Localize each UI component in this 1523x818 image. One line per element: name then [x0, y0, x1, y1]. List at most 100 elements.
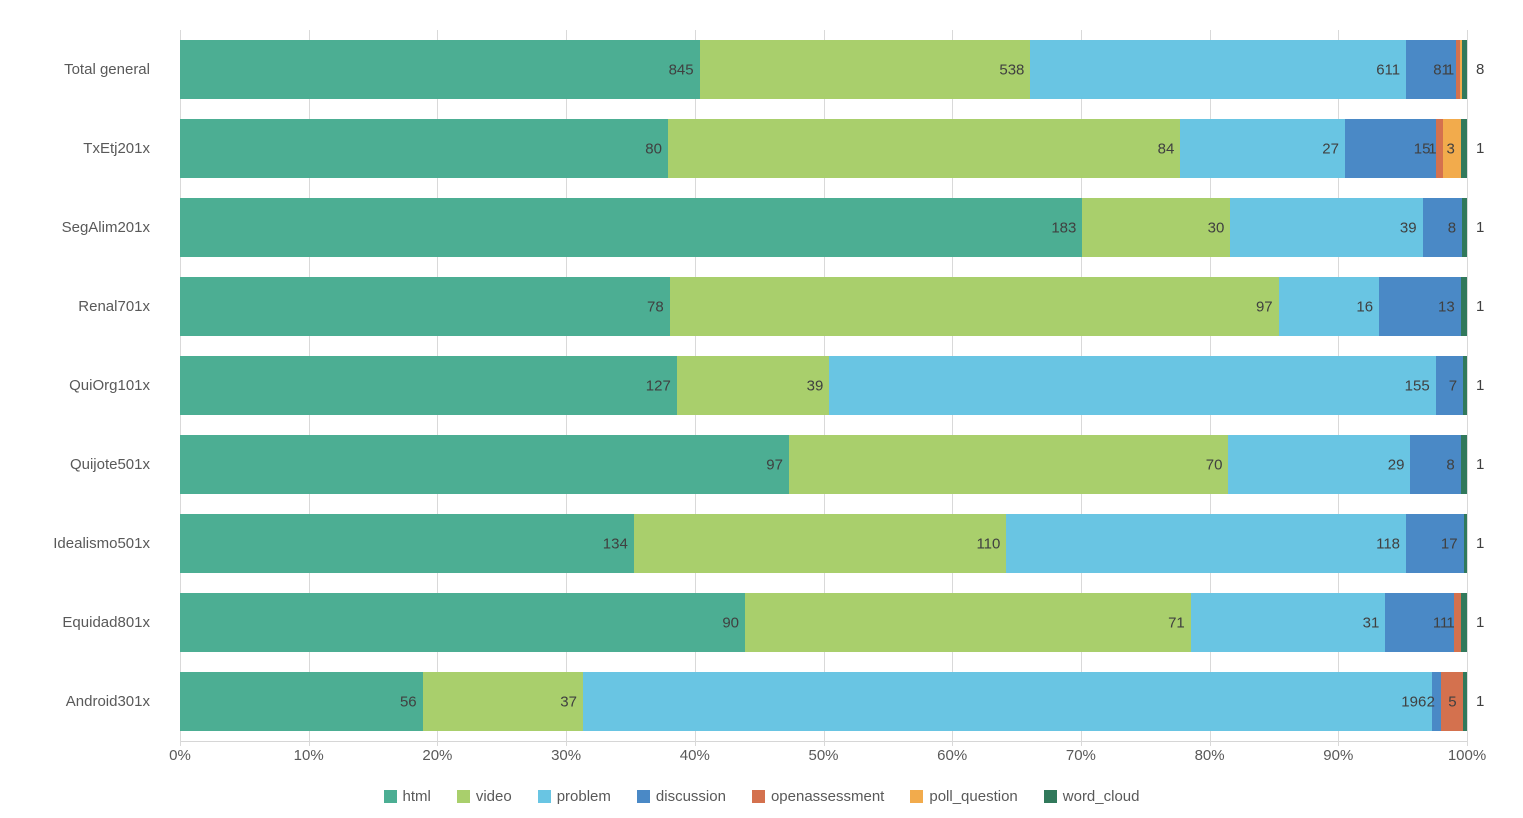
- legend-item-poll_question: poll_question: [910, 788, 1018, 805]
- bar-segment-discussion: 81: [1406, 40, 1456, 99]
- category-label: SegAlim201x: [61, 219, 150, 236]
- x-tick-label: 40%: [679, 747, 710, 764]
- bar-segment-word_cloud: [1462, 672, 1467, 731]
- bar-track: 90 71 31 11 1: [180, 593, 1467, 652]
- bar-segment-discussion: 17: [1406, 514, 1464, 573]
- x-axis: 0% 10% 20% 30% 40% 50% 60% 70% 80% 90% 100%: [169, 747, 1486, 767]
- category-label: Renal701x: [78, 298, 150, 315]
- bar-segment-html: 134: [180, 514, 634, 573]
- bar-segment-html: 78: [180, 277, 670, 336]
- legend-label: poll_question: [929, 788, 1018, 805]
- outside-value-label: 1: [1476, 298, 1485, 315]
- segment-value-label: 37: [560, 693, 577, 710]
- outside-value-label: 1: [1476, 140, 1485, 157]
- bar-segment-problem: 29: [1228, 435, 1411, 494]
- bar-segment-html: 183: [180, 198, 1083, 257]
- segment-value-label: 39: [806, 377, 824, 394]
- bar-track: 127 39 155 7: [180, 356, 1467, 415]
- segment-value-label: 1: [1445, 61, 1455, 78]
- segment-value-label: 196: [1401, 693, 1427, 710]
- x-tick-label: 100%: [1447, 747, 1487, 764]
- outside-value-label: 1: [1476, 377, 1485, 394]
- bar-track: 845 538 611 81 1: [180, 40, 1467, 99]
- segment-value-label: 15: [1413, 140, 1431, 157]
- legend-swatch-video: [456, 790, 470, 803]
- bar-segment-video: 70: [788, 435, 1229, 494]
- legend-item-html: html: [383, 788, 431, 805]
- segment-value-label: 71: [1168, 614, 1185, 631]
- outside-value-label: 1: [1476, 456, 1485, 473]
- bar-segment-word_cloud: [1462, 40, 1467, 99]
- bar-segment-video: 84: [667, 119, 1181, 178]
- bar-segment-html: 80: [180, 119, 668, 178]
- bar-segment-video: 110: [633, 514, 1007, 573]
- bar-segment-poll_question: [1460, 40, 1463, 99]
- x-tick-label: 70%: [1065, 747, 1096, 764]
- segment-value-label: 70: [1205, 456, 1223, 473]
- bar-segment-video: 39: [676, 356, 830, 415]
- bar-segment-problem: 27: [1180, 119, 1345, 178]
- segment-value-label: 13: [1438, 298, 1455, 315]
- segment-value-label: 611: [1376, 61, 1401, 78]
- bar-segment-poll_question: 3: [1442, 119, 1461, 178]
- legend-item-discussion: discussion: [636, 788, 726, 805]
- legend-swatch-poll_question: [910, 790, 924, 803]
- outside-value-label: 1: [1476, 219, 1485, 236]
- bar-segment-discussion: 8: [1410, 435, 1461, 494]
- legend-item-problem: problem: [537, 788, 611, 805]
- outside-value-label: 8: [1476, 61, 1485, 78]
- legend-item-video: video: [456, 788, 512, 805]
- category-label: Total general: [64, 61, 150, 78]
- legend-item-word_cloud: word_cloud: [1043, 788, 1139, 805]
- bar-segment-word_cloud: [1460, 435, 1467, 494]
- outside-value-label: 1: [1476, 614, 1485, 631]
- segment-value-label: 110: [976, 535, 1001, 552]
- bar-segment-openassessment: 5: [1440, 672, 1463, 731]
- segment-value-label: 84: [1157, 140, 1175, 157]
- bar-segment-html: 56: [180, 672, 423, 731]
- x-tick-label: 90%: [1323, 747, 1354, 764]
- bar-segment-video: 97: [669, 277, 1279, 336]
- bar-segment-discussion: 7: [1435, 356, 1464, 415]
- x-tick-label: 0%: [169, 747, 191, 764]
- bar-segment-word_cloud: [1460, 593, 1467, 652]
- segment-value-label: 134: [602, 535, 628, 552]
- segment-value-label: 7: [1448, 377, 1458, 394]
- bar-segment-video: 37: [422, 672, 583, 731]
- bar-segment-problem: 155: [829, 356, 1436, 415]
- bar-segment-word_cloud: [1460, 119, 1467, 178]
- category-label: QuiOrg101x: [69, 377, 150, 394]
- bar-segment-word_cloud: [1463, 514, 1467, 573]
- bar-track: 80 84 27 15 1 3: [180, 119, 1467, 178]
- bar-row: SegAlim201x 183 30 39 8 1: [62, 188, 1484, 267]
- segment-value-label: 1: [1428, 140, 1437, 157]
- bar-segment-openassessment: 1: [1446, 593, 1461, 652]
- legend: html video problem discussion openassessment…: [0, 788, 1523, 805]
- segment-value-label: 3: [1446, 140, 1455, 157]
- bar-track: 183 30 39 8: [180, 198, 1467, 257]
- bar-segment-discussion: 2: [1427, 672, 1441, 731]
- bar-row: Quijote501x 97 70 29 8 1: [70, 425, 1484, 504]
- segment-value-label: 97: [766, 456, 783, 473]
- x-tick-label: 10%: [293, 747, 324, 764]
- bar-row: Equidad801x 90 71 31 11 1 1: [62, 583, 1484, 662]
- segment-value-label: 127: [645, 377, 671, 394]
- segment-value-label: 80: [645, 140, 662, 157]
- segment-value-label: 118: [1376, 535, 1401, 552]
- bar-segment-html: 127: [180, 356, 677, 415]
- legend-label: problem: [556, 788, 611, 805]
- bar-segment-html: 97: [180, 435, 789, 494]
- segment-value-label: 31: [1362, 614, 1380, 631]
- bar-row: Android301x 56 37 196 2 5 1: [66, 662, 1484, 741]
- bar-row: TxEtj201x 80 84 27 15 1 3 1: [83, 109, 1484, 188]
- x-tick-label: 50%: [808, 747, 839, 764]
- x-tick-label: 20%: [422, 747, 453, 764]
- category-label: Android301x: [65, 693, 150, 710]
- segment-value-label: 183: [1051, 219, 1077, 236]
- bar-row: QuiOrg101x 127 39 155 7 1: [69, 346, 1484, 425]
- segment-value-label: 1: [1446, 614, 1455, 631]
- category-label: Idealismo501x: [53, 535, 150, 552]
- segment-value-label: 97: [1255, 298, 1273, 315]
- legend-swatch-html: [383, 790, 397, 803]
